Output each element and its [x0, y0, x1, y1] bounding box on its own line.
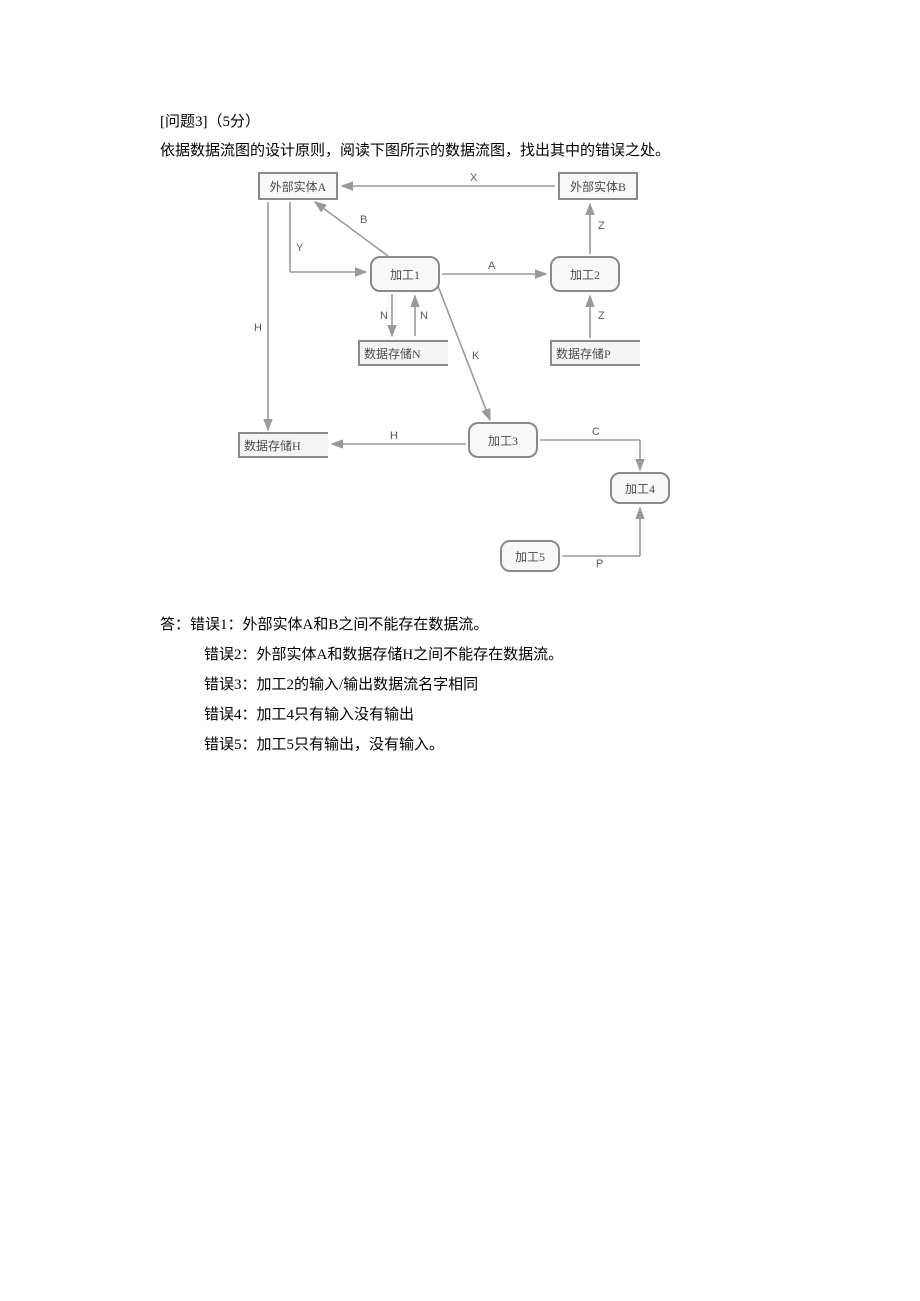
node-datastore-n: 数据存储N: [358, 340, 448, 366]
node-process-2: 加工2: [550, 256, 620, 292]
diagram-arrows: [220, 172, 700, 592]
answer-error-2: 错误2：外部实体A和数据存储H之间不能存在数据流。: [204, 640, 760, 670]
flow-label-c: C: [592, 426, 600, 438]
question-header: [问题3]（5分）: [160, 110, 760, 131]
answer-error-1: 答：错误1：外部实体A和B之间不能存在数据流。: [160, 610, 760, 640]
flow-label-b: B: [360, 214, 367, 226]
flow-label-x: X: [470, 172, 477, 184]
node-process-5: 加工5: [500, 540, 560, 572]
flow-label-n2: N: [420, 310, 428, 322]
flow-label-h-left: H: [254, 322, 262, 334]
answer-error-4: 错误4：加工4只有输入没有输出: [204, 700, 760, 730]
node-process-1: 加工1: [370, 256, 440, 292]
flow-label-z2: Z: [598, 310, 605, 322]
flow-label-hflow: H: [390, 430, 398, 442]
data-flow-diagram: 外部实体A 外部实体B 加工1 加工2 数据存储N 数据存储P 数据存储H 加工…: [220, 172, 700, 592]
node-datastore-h: 数据存储H: [238, 432, 328, 458]
node-entity-a: 外部实体A: [258, 172, 338, 200]
answer-error-3: 错误3：加工2的输入/输出数据流名字相同: [204, 670, 760, 700]
answer-prefix: 答：: [160, 617, 190, 633]
flow-label-n1: N: [380, 310, 388, 322]
node-datastore-p: 数据存储P: [550, 340, 640, 366]
node-process-4: 加工4: [610, 472, 670, 504]
answer-section: 答：错误1：外部实体A和B之间不能存在数据流。 错误2：外部实体A和数据存储H之…: [160, 610, 760, 760]
answer-error-5: 错误5：加工5只有输出，没有输入。: [204, 730, 760, 760]
flow-label-k: K: [472, 350, 479, 362]
flow-label-p: P: [596, 558, 603, 570]
flow-label-a: A: [488, 260, 495, 272]
node-entity-b: 外部实体B: [558, 172, 638, 200]
question-description: 依据数据流图的设计原则，阅读下图所示的数据流图，找出其中的错误之处。: [160, 139, 760, 160]
node-process-3: 加工3: [468, 422, 538, 458]
flow-label-y: Y: [296, 242, 303, 254]
flow-label-z1: Z: [598, 220, 605, 232]
